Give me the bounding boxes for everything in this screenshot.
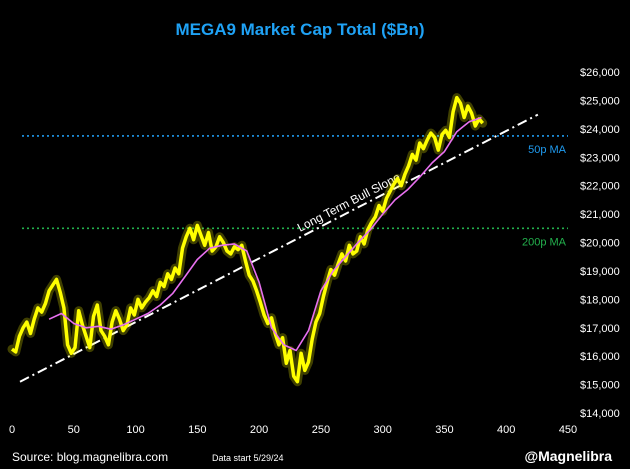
y-tick-label: $18,000: [580, 294, 620, 306]
y-tick-label: $19,000: [580, 266, 620, 278]
series-layer: [7, 93, 488, 387]
reference-lines: 50p MA 200p MA: [22, 135, 568, 248]
y-tick-label: $22,000: [580, 181, 620, 193]
x-tick-label: 50: [68, 424, 80, 436]
x-tick-label: 0: [9, 424, 15, 436]
y-tick-label: $20,000: [580, 238, 620, 250]
y-axis-ticks: $14,000 $15,000 $16,000 $17,000 $18,000 $19,0…: [580, 67, 620, 420]
series-line-0: [10, 95, 485, 384]
source-label: Source: blog.magnelibra.com: [12, 450, 168, 464]
x-tick-label: 450: [559, 424, 577, 436]
y-tick-label: $25,000: [580, 95, 620, 107]
y-tick-label: $16,000: [580, 351, 620, 363]
y-tick-label: $23,000: [580, 152, 620, 164]
reference-line-label-0: 50p MA: [528, 144, 567, 156]
x-tick-label: 200: [250, 424, 268, 436]
x-axis-ticks: 0 50 100 150 200 250 300 350 400 450: [9, 424, 577, 436]
twitter-handle: @Magnelibra: [524, 448, 612, 464]
x-tick-label: 150: [188, 424, 206, 436]
y-tick-label: $26,000: [580, 67, 620, 79]
y-tick-label: $15,000: [580, 380, 620, 392]
chart-title: MEGA9 Market Cap Total ($Bn): [175, 20, 424, 39]
reference-line-label-1: 200p MA: [522, 236, 567, 248]
series-line-1: [48, 116, 482, 352]
y-tick-label: $21,000: [580, 209, 620, 221]
y-tick-label: $24,000: [580, 124, 620, 136]
x-tick-label: 250: [312, 424, 330, 436]
x-tick-label: 300: [373, 424, 391, 436]
y-tick-label: $17,000: [580, 323, 620, 335]
y-tick-label: $14,000: [580, 408, 620, 420]
x-tick-label: 100: [126, 424, 144, 436]
x-tick-label: 400: [497, 424, 515, 436]
trendline: [19, 113, 539, 383]
data-start-label: Data start 5/29/24: [212, 453, 284, 463]
x-tick-label: 350: [435, 424, 453, 436]
